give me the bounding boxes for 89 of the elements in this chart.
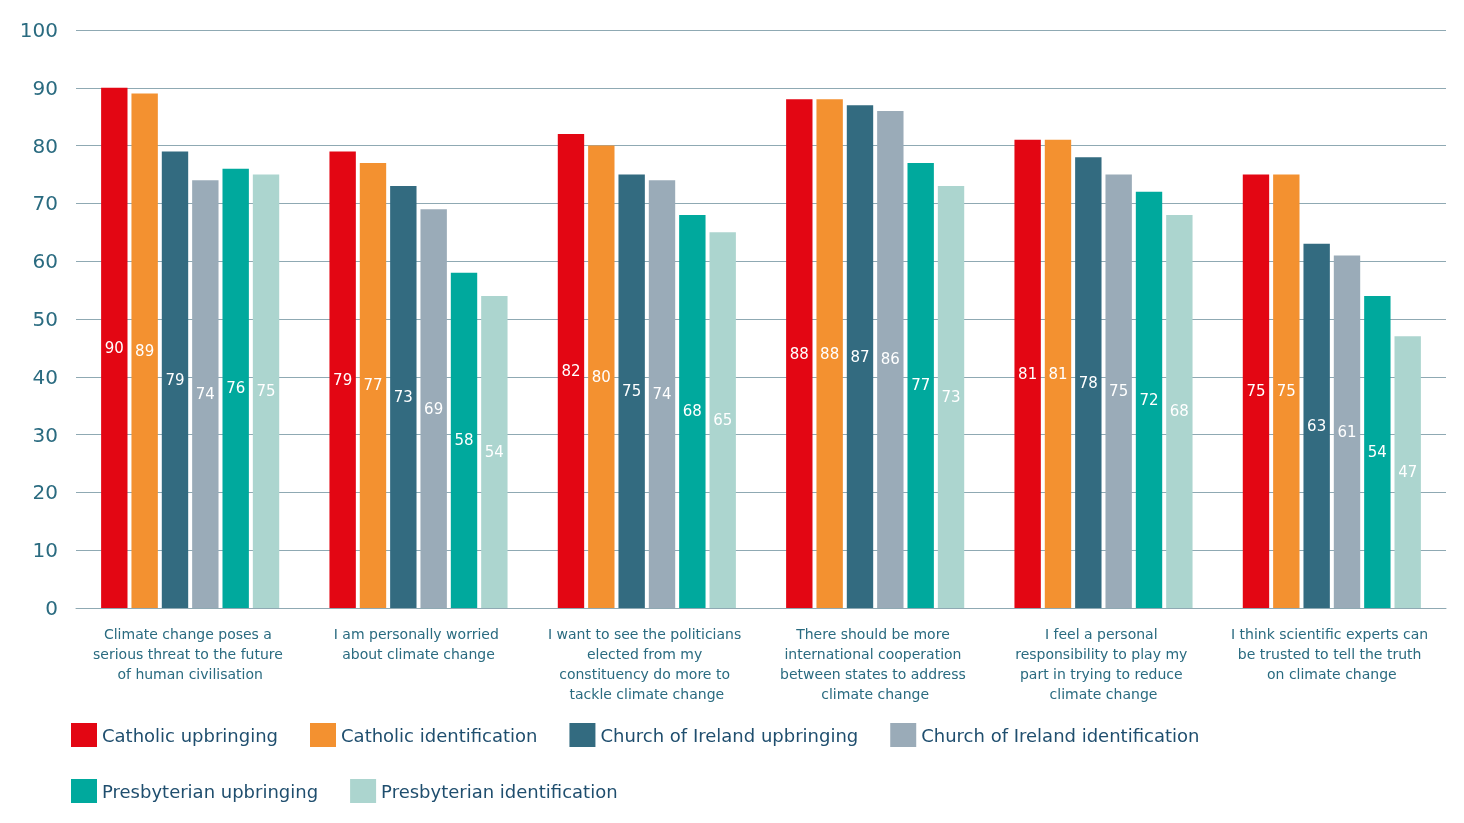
data-label: 75 [1109,382,1129,401]
bar [390,186,417,608]
bar [907,162,934,608]
x-tick-label: There should be more international cooperation between states to address climate change [780,626,971,702]
bar [1273,174,1300,608]
x-tick-label: I want to see the politicians elected from my constituency do more to tackle climate change [547,626,746,702]
y-tick-label: 100 [19,18,58,42]
data-label: 77 [911,376,931,395]
bar [846,105,874,608]
legend-label: Church of Ireland upbringing [600,724,859,746]
data-label: 81 [1018,364,1038,383]
legend-label: Presbyterian upbringing [102,780,319,802]
y-tick-label: 20 [32,480,58,505]
legend-label: Catholic upbringing [102,724,279,746]
x-tick-label: I feel a personal responsibility to play my part in trying to reduce climate change [1015,626,1192,702]
data-label: 87 [850,347,870,366]
bar [1303,243,1330,608]
y-tick-label: 80 [32,133,58,158]
data-label: 54 [1367,442,1387,461]
legend-label: Presbyterian identification [381,780,618,802]
y-tick-label: 70 [32,191,58,216]
data-label: 68 [682,402,702,421]
bar [161,151,189,608]
x-tick-label: Climate change poses a serious threat to the future of human civilisation [93,626,288,682]
data-label: 79 [165,370,185,389]
bar [816,99,843,608]
y-tick-label: 60 [32,249,58,274]
legend-label: Church of Ireland identification [921,724,1200,746]
data-label: 54 [484,442,504,461]
bar [101,87,128,608]
data-label: 88 [820,344,840,363]
bar [1364,295,1391,608]
y-tick-label: 10 [32,538,58,563]
data-label: 75 [622,382,642,401]
x-tick-label: I think scientific experts can be trusted to tell the truth on climate change [1230,626,1433,682]
bar [679,214,706,608]
bar [786,99,813,608]
data-label: 58 [454,431,474,450]
bar [329,151,356,608]
bar [557,134,585,608]
bar [222,168,249,608]
bar [1075,157,1102,608]
data-label: 89 [135,341,155,360]
data-label: 73 [941,388,961,407]
bar [1014,139,1041,608]
bar [937,186,965,608]
data-label: 90 [104,338,124,357]
data-label: 76 [226,379,246,398]
data-label: 78 [1078,373,1098,392]
y-tick-label: 30 [32,422,58,447]
y-tick-label: 40 [32,364,58,389]
data-label: 63 [1307,416,1327,435]
data-label: 47 [1398,463,1418,482]
data-label: 81 [1048,364,1068,383]
x-tick-label: I am personally worried about climate change [333,626,504,662]
data-label: 69 [424,399,444,418]
bar [588,145,615,608]
bar [252,174,280,608]
data-label: 72 [1139,390,1159,409]
data-label: 75 [1246,382,1266,401]
data-label: 74 [652,385,672,404]
bar [481,295,508,608]
bar [1135,191,1163,608]
bar [359,162,387,608]
data-label: 82 [561,362,581,381]
bar [1166,214,1193,608]
data-label: 75 [1276,382,1296,401]
y-tick-label: 90 [32,75,58,100]
data-label: 80 [591,367,611,386]
data-label: 68 [1169,402,1189,421]
data-label: 61 [1337,422,1357,441]
bar [450,272,478,608]
bar [709,232,736,608]
bar [1044,139,1072,608]
y-tick-label: 50 [32,307,58,331]
bar [1242,174,1270,608]
data-label: 73 [393,388,413,407]
data-label: 86 [880,350,900,369]
y-tick-label: 0 [45,596,58,620]
data-label: 74 [195,385,215,404]
data-label: 77 [363,376,383,395]
bar [1394,336,1421,608]
data-label: 88 [789,344,809,363]
data-label: 79 [333,370,353,389]
bar [618,174,645,608]
data-label: 75 [256,382,276,401]
legend-label: Catholic identification [341,724,538,746]
bar [131,93,158,608]
data-label: 65 [713,411,733,430]
